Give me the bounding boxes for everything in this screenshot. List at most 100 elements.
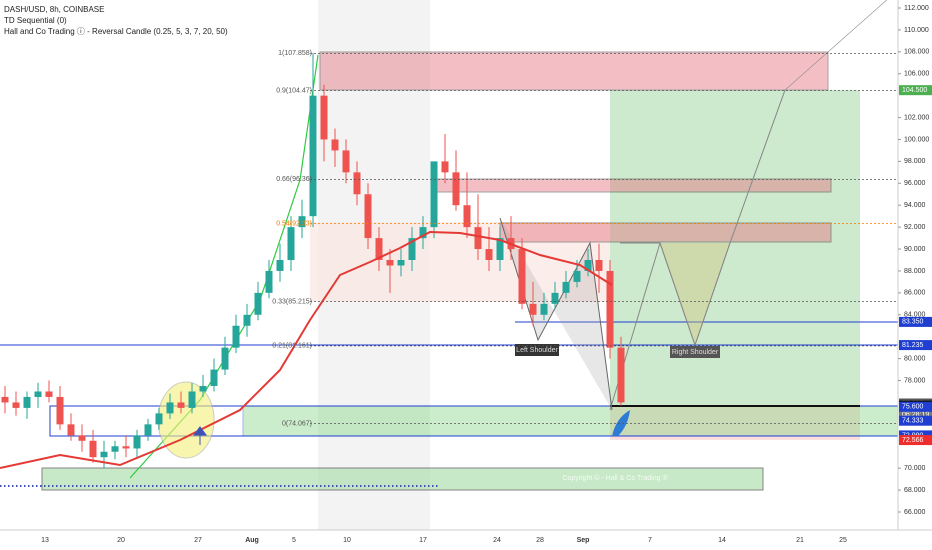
- x-tick-label: 25: [839, 537, 847, 544]
- price-tag: [899, 409, 932, 420]
- candle-body: [617, 347, 625, 403]
- x-tick-label: 17: [419, 537, 427, 544]
- price-tag: [899, 340, 932, 351]
- candle-body: [144, 424, 152, 436]
- candle-body: [331, 139, 339, 151]
- price-tag: [899, 401, 932, 412]
- y-tick-label: 106.000: [904, 71, 929, 78]
- y-tick-label: 66.000: [904, 509, 926, 516]
- candle-body: [67, 424, 75, 436]
- fib-label: 1(107.858): [278, 50, 312, 57]
- fib-label: 0.9(104.47): [276, 87, 312, 94]
- candle-body: [265, 270, 273, 293]
- y-tick-label: 68.000: [904, 487, 926, 494]
- price-tag-label: 83.350: [902, 319, 924, 326]
- price-tag-label: 81.235: [902, 342, 924, 349]
- right-shoulder-shape: [620, 242, 731, 347]
- x-tick-label: 28: [536, 537, 544, 544]
- y-tick-label: 98.000: [904, 158, 926, 165]
- candle-body: [595, 260, 603, 271]
- candle-body: [573, 270, 581, 282]
- candle-body: [78, 435, 86, 441]
- candle-body: [210, 369, 218, 386]
- x-tick-label: 10: [343, 537, 351, 544]
- y-tick-label: 110.000: [904, 27, 929, 34]
- candle-body: [177, 402, 185, 408]
- price-tag: [899, 415, 932, 426]
- arrow: [193, 426, 207, 445]
- x-tick-label: 13: [41, 537, 49, 544]
- candle-body: [430, 161, 438, 228]
- price-tag: [899, 85, 932, 96]
- candle-body: [243, 314, 251, 326]
- candle-body: [287, 227, 295, 260]
- y-tick-label: 90.000: [904, 246, 926, 253]
- price-tag-label: 75.600: [902, 404, 924, 411]
- demand-box: [41, 467, 764, 491]
- x-tick-label: 5: [292, 537, 296, 544]
- candle-body: [232, 325, 240, 348]
- y-tick-label: 96.000: [904, 180, 926, 187]
- candle-body: [12, 402, 20, 408]
- candle-body: [397, 260, 405, 266]
- candle-body: [364, 194, 372, 239]
- candle-body: [551, 292, 559, 304]
- y-tick-label: 108.000: [904, 49, 929, 56]
- candle-body: [540, 303, 548, 315]
- candle-body: [309, 95, 317, 217]
- candle-body: [562, 281, 570, 293]
- candle-body: [386, 260, 394, 266]
- x-tick-label: Sep: [577, 537, 590, 544]
- label-box: [670, 346, 720, 358]
- y-tick-label: 92.000: [904, 224, 926, 231]
- price-axis: [898, 0, 932, 530]
- candle-body: [496, 238, 504, 260]
- candle-body: [45, 391, 53, 397]
- fib-label: 0.54(92.33): [276, 220, 312, 227]
- resistance-box: [499, 222, 832, 243]
- x-tick-label: 21: [796, 537, 804, 544]
- y-tick-label: 78.000: [904, 377, 926, 384]
- resistance-box: [432, 178, 832, 193]
- x-tick-label: 7: [648, 537, 652, 544]
- x-tick-label: 24: [493, 537, 501, 544]
- candle-body: [166, 402, 174, 414]
- candle-body: [320, 95, 328, 140]
- candle-body: [353, 172, 361, 195]
- x-tick-label: Aug: [245, 537, 259, 544]
- y-tick-label: 94.000: [904, 202, 926, 209]
- price-tag: [899, 316, 932, 327]
- x-tick-label: 27: [194, 537, 202, 544]
- watermark: Copyright © - Hall & Co Trading ®: [562, 474, 668, 482]
- support-box: [242, 405, 899, 437]
- annotation: Right Shoulder: [672, 349, 719, 356]
- candle-body: [276, 260, 284, 271]
- y-tick-label: 70.000: [904, 465, 926, 472]
- rocket-icon: [612, 410, 630, 436]
- price-tag: [899, 435, 932, 446]
- resistance-box: [319, 51, 829, 91]
- x-tick-label: 14: [718, 537, 726, 544]
- x-tick-label: 20: [117, 537, 125, 544]
- candle-body: [254, 292, 262, 315]
- candle-body: [56, 396, 64, 425]
- candle-body: [1, 396, 9, 403]
- candle-body: [606, 270, 614, 348]
- fib-shade: [310, 222, 610, 302]
- candle-body: [375, 238, 383, 260]
- y-tick-label: 80.000: [904, 355, 926, 362]
- fib-label: 0.66(96.36): [276, 176, 312, 183]
- projection: [729, 0, 888, 244]
- fib-label: 0(74.067): [282, 420, 312, 427]
- label-box: [515, 344, 559, 356]
- annotation: Left Shoulder: [516, 347, 558, 354]
- price-tag-label: 72.566: [902, 437, 924, 444]
- price-tag-label: 06:28:19: [902, 411, 929, 418]
- candle-body: [408, 238, 416, 260]
- fib-label: 0.21(81.161): [272, 343, 312, 350]
- price-tag-label: 74.333: [902, 418, 924, 425]
- candle-body: [298, 216, 306, 228]
- y-tick-label: 88.000: [904, 268, 926, 275]
- candle-body: [485, 249, 493, 260]
